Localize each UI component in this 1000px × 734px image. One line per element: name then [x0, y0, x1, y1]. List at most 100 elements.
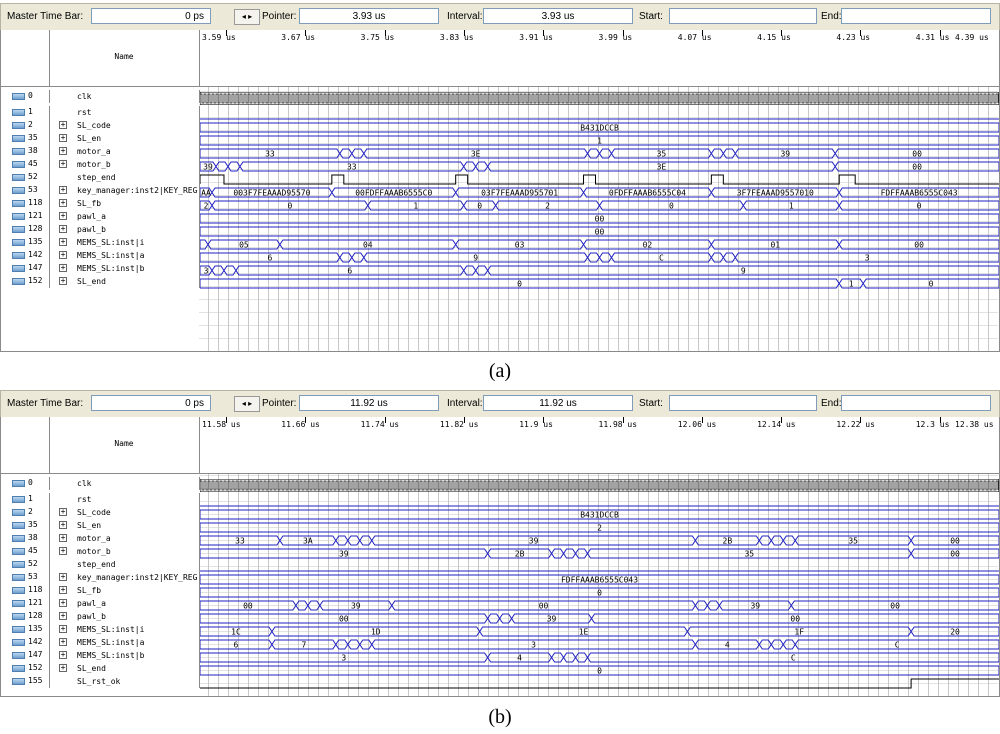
expand-plus-icon[interactable]: + — [59, 611, 67, 620]
signal-name-cell[interactable]: + MEMS_SL:inst|a — [49, 249, 200, 262]
signal-row[interactable]: 0 clk — [1, 90, 1000, 106]
signal-row[interactable]: 121 + pawl_a 00 39 00 39 00 — [1, 597, 1000, 611]
signal-name-cell[interactable]: step_end — [49, 558, 200, 571]
interval-field[interactable]: 11.92 us — [483, 395, 633, 411]
waveform-trace[interactable] — [200, 558, 999, 572]
signal-row[interactable]: 2 + SL_code B431DCCB — [1, 119, 1000, 133]
waveform-trace[interactable]: 2 — [199, 519, 1000, 533]
expand-plus-icon[interactable]: + — [59, 198, 67, 207]
pointer-field[interactable]: 3.93 us — [299, 8, 439, 24]
waveform-trace[interactable] — [199, 477, 1000, 493]
expand-plus-icon[interactable]: + — [59, 624, 67, 633]
signal-name-cell[interactable]: + SL_code — [49, 506, 200, 519]
signal-name-cell[interactable]: + MEMS_SL:inst|a — [49, 636, 200, 649]
waveform-trace[interactable]: B431DCCB — [199, 506, 1000, 520]
expand-plus-icon[interactable]: + — [59, 159, 67, 168]
signal-row[interactable]: 147 + MEMS_SL:inst|b 3 6 9 — [1, 262, 1000, 276]
signal-row[interactable]: 147 + MEMS_SL:inst|b 3 4 C — [1, 649, 1000, 663]
signal-row[interactable]: 142 + MEMS_SL:inst|a 6 7 3 4 C — [1, 636, 1000, 650]
signal-name-cell[interactable]: rst — [49, 106, 200, 119]
waveform-trace[interactable]: 00 39 00 — [199, 610, 1000, 624]
signal-row[interactable]: 52 step_end — [1, 558, 999, 572]
signal-row[interactable]: 45 + motor_b 39 2B 35 00 — [1, 545, 1000, 559]
signal-row[interactable]: 2 + SL_code B431DCCB — [1, 506, 1000, 520]
expand-plus-icon[interactable]: + — [59, 520, 67, 529]
signal-name-cell[interactable]: SL_rst_ok — [49, 675, 200, 688]
signal-name-cell[interactable]: + pawl_b — [49, 610, 200, 623]
signal-name-cell[interactable]: + SL_fb — [49, 584, 200, 597]
signal-name-cell[interactable]: + pawl_a — [49, 210, 200, 223]
expand-plus-icon[interactable]: + — [59, 598, 67, 607]
signal-name-cell[interactable]: + SL_en — [49, 132, 200, 145]
start-field[interactable] — [669, 395, 817, 411]
signal-name-cell[interactable]: + SL_end — [49, 662, 200, 675]
signal-row[interactable]: 152 + SL_end 0 — [1, 662, 1000, 676]
waveform-trace[interactable]: 39 2B 35 00 — [199, 545, 1000, 559]
pointer-nav-arrows[interactable]: ◂ ▸ — [234, 9, 260, 25]
signal-row[interactable]: 128 + pawl_b 00 — [1, 223, 1000, 237]
waveform-trace[interactable] — [200, 675, 999, 689]
expand-plus-icon[interactable]: + — [59, 185, 67, 194]
signal-row[interactable]: 121 + pawl_a 00 — [1, 210, 1000, 224]
end-field[interactable] — [841, 395, 991, 411]
waveform-trace[interactable]: 00 — [199, 210, 1000, 224]
signal-name-cell[interactable]: + motor_b — [49, 545, 200, 558]
signal-name-cell[interactable]: + pawl_b — [49, 223, 200, 236]
expand-plus-icon[interactable]: + — [59, 224, 67, 233]
signal-name-cell[interactable]: + pawl_a — [49, 597, 200, 610]
waveform-trace[interactable]: 3 4 C — [199, 649, 1000, 663]
signal-row[interactable]: 1 rst — [1, 106, 999, 120]
waveform-trace[interactable]: 1C 1D 1E 1F 20 — [199, 623, 1000, 637]
end-field[interactable] — [841, 8, 991, 24]
signal-name-cell[interactable]: + SL_end — [49, 275, 200, 288]
signal-row[interactable]: 135 + MEMS_SL:inst|i 1C 1D 1E 1F 20 — [1, 623, 1000, 637]
waveform-trace[interactable]: AA 003F7FEAAAD95570 00FDFFAAAB6555C0 03F7FE… — [199, 184, 1000, 198]
signal-row[interactable]: 53 + key_manager:inst2|KEY_REG AA 003F7FEAAA… — [1, 184, 1000, 198]
expand-plus-icon[interactable]: + — [59, 637, 67, 646]
signal-name-cell[interactable]: + SL_en — [49, 519, 200, 532]
signal-row[interactable]: 118 + SL_fb 2 0 1 0 2 0 1 0 — [1, 197, 1000, 211]
waveform-trace[interactable]: 00 39 00 39 00 — [199, 597, 1000, 611]
signal-name-cell[interactable]: clk — [49, 90, 200, 103]
waveform-trace[interactable]: 6 7 3 4 C — [199, 636, 1000, 650]
signal-row[interactable]: 128 + pawl_b 00 39 00 — [1, 610, 1000, 624]
signal-name-cell[interactable]: + SL_code — [49, 119, 200, 132]
waveform-trace[interactable]: 3 6 9 — [199, 262, 1000, 276]
signal-name-cell[interactable]: rst — [49, 493, 200, 506]
waveform-trace[interactable]: 05 04 03 02 01 00 — [199, 236, 1000, 250]
signal-name-cell[interactable]: + key_manager:inst2|KEY_REG — [49, 184, 200, 197]
pointer-field[interactable]: 11.92 us — [299, 395, 439, 411]
expand-plus-icon[interactable]: + — [59, 533, 67, 542]
signal-row[interactable]: 35 + SL_en 1 — [1, 132, 1000, 146]
signal-row[interactable]: 52 step_end — [1, 171, 999, 185]
signal-row[interactable]: 35 + SL_en 2 — [1, 519, 1000, 533]
waveform-trace[interactable]: 33 3E 35 39 00 — [199, 145, 1000, 159]
signal-name-cell[interactable]: + motor_a — [49, 145, 200, 158]
waveform-trace[interactable]: 33 3A 39 2B 35 00 — [199, 532, 1000, 546]
signal-row[interactable]: 38 + motor_a 33 3A 39 2B 35 00 — [1, 532, 1000, 546]
expand-plus-icon[interactable]: + — [59, 650, 67, 659]
signal-name-cell[interactable]: + MEMS_SL:inst|i — [49, 623, 200, 636]
signal-row[interactable]: 135 + MEMS_SL:inst|i 05 04 03 02 01 00 — [1, 236, 1000, 250]
expand-plus-icon[interactable]: + — [59, 263, 67, 272]
signal-row[interactable]: 38 + motor_a 33 3E 35 39 00 — [1, 145, 1000, 159]
expand-plus-icon[interactable]: + — [59, 572, 67, 581]
signal-row[interactable]: 1 rst — [1, 493, 999, 507]
expand-plus-icon[interactable]: + — [59, 211, 67, 220]
expand-plus-icon[interactable]: + — [59, 146, 67, 155]
signal-row[interactable]: 53 + key_manager:inst2|KEY_REG FDFFAAAB6555… — [1, 571, 1000, 585]
expand-plus-icon[interactable]: + — [59, 133, 67, 142]
waveform-trace[interactable]: 1 — [199, 132, 1000, 146]
expand-plus-icon[interactable]: + — [59, 507, 67, 516]
signal-name-cell[interactable]: clk — [49, 477, 200, 490]
waveform-trace[interactable] — [199, 90, 1000, 106]
waveform-trace[interactable]: 00 — [199, 223, 1000, 237]
signal-name-cell[interactable]: + MEMS_SL:inst|b — [49, 649, 200, 662]
waveform-trace[interactable]: FDFFAAAB6555C043 — [199, 571, 1000, 585]
waveform-trace[interactable] — [199, 171, 999, 185]
waveform-trace[interactable]: 0 — [199, 584, 1000, 598]
signal-name-cell[interactable]: + MEMS_SL:inst|i — [49, 236, 200, 249]
waveform-trace[interactable]: 0 — [199, 662, 1000, 676]
expand-plus-icon[interactable]: + — [59, 546, 67, 555]
waveform-trace[interactable]: B431DCCB — [199, 119, 1000, 133]
